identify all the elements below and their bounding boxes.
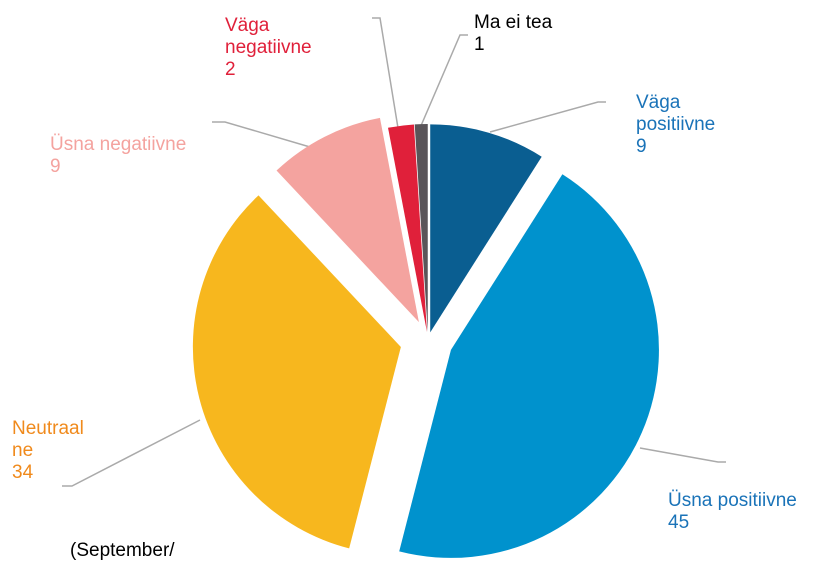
- slice-value: 2: [225, 59, 236, 80]
- slice-name: Üsna positiivne: [668, 490, 797, 511]
- leader-line: [419, 34, 468, 129]
- pie-slice: [276, 117, 419, 323]
- slice-value: 34: [12, 462, 34, 483]
- slice-name: Neutraalne: [12, 418, 84, 461]
- leader-line: [372, 17, 399, 129]
- pie-slice: [192, 195, 401, 549]
- leader-line: [489, 101, 606, 133]
- slice-name: Üsna negatiivne: [50, 134, 187, 155]
- slice-name: Väga positiivne: [636, 92, 716, 135]
- slice-label: Ma ei tea 1: [474, 12, 584, 56]
- note: (September/: [70, 540, 175, 561]
- slice-label: Üsna positiivne 45: [668, 490, 832, 534]
- pie-slice: [388, 124, 427, 333]
- slice-value: 9: [50, 156, 61, 177]
- pie-slice: [399, 174, 659, 558]
- pie-slice: [414, 124, 428, 333]
- slice-label: Väga negatiivne 2: [225, 15, 340, 81]
- pie-slice: [430, 124, 542, 333]
- slice-label: Väga positiivne 9: [636, 92, 746, 158]
- leader-line: [62, 419, 201, 487]
- leader-lines: [62, 17, 726, 487]
- slice-label: Üsna negatiivne 9: [50, 134, 240, 178]
- slice-value: 1: [474, 34, 485, 55]
- slice-name: Ma ei tea: [474, 12, 553, 33]
- slice-label: Neutraalne 34: [12, 418, 84, 484]
- leader-line: [639, 447, 726, 463]
- slice-name: Väga negatiivne: [225, 15, 312, 58]
- slice-value: 9: [636, 136, 647, 157]
- slice-value: 45: [668, 512, 690, 533]
- leader-line: [212, 121, 311, 148]
